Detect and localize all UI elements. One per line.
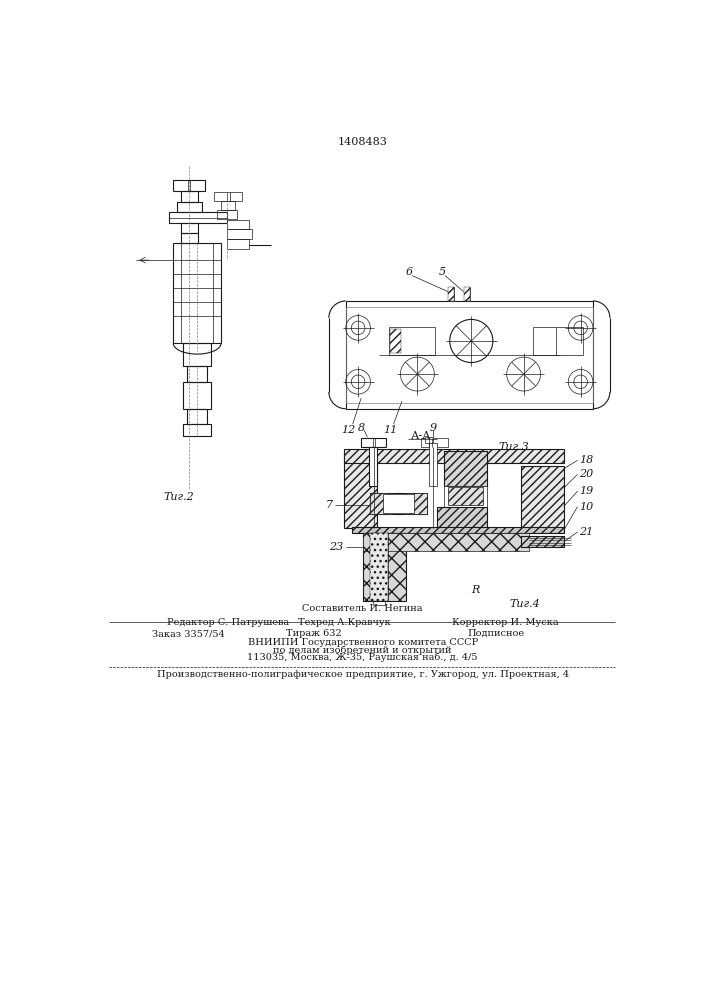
Bar bbox=[425, 437, 433, 443]
Text: Заказ 3357/54: Заказ 3357/54 bbox=[152, 629, 225, 638]
Bar bbox=[363, 533, 406, 601]
Text: ВНИИПИ Государственного комитета СССР: ВНИИПИ Государственного комитета СССР bbox=[247, 638, 478, 647]
Bar bbox=[227, 220, 249, 229]
Bar bbox=[346, 301, 593, 409]
Bar bbox=[370, 493, 393, 514]
Bar bbox=[370, 493, 428, 514]
Bar bbox=[533, 327, 583, 355]
Text: 1408483: 1408483 bbox=[338, 137, 387, 147]
Bar bbox=[437, 507, 486, 530]
Text: Τиг.3: Τиг.3 bbox=[498, 442, 529, 452]
Bar bbox=[227, 239, 249, 249]
Text: Тираж 632: Тираж 632 bbox=[286, 629, 341, 638]
Bar bbox=[363, 533, 529, 551]
Text: Производственно-полиграфическое предприятие, г. Ужгород, ул. Проектная, 4: Производственно-полиграфическое предприя… bbox=[157, 670, 569, 679]
Text: Корректор И. Муска: Корректор И. Муска bbox=[452, 618, 559, 627]
Bar bbox=[521, 536, 563, 547]
Bar bbox=[444, 451, 486, 486]
Bar bbox=[389, 327, 435, 355]
Bar bbox=[217, 210, 238, 219]
Text: 113035, Москва, Ж-35, Раушская наб., д. 4/5: 113035, Москва, Ж-35, Раушская наб., д. … bbox=[247, 653, 478, 662]
Bar bbox=[183, 424, 211, 436]
Bar bbox=[464, 287, 469, 301]
Bar bbox=[187, 409, 207, 424]
Bar bbox=[370, 533, 388, 601]
Bar bbox=[183, 343, 211, 366]
Bar bbox=[363, 533, 406, 601]
Bar bbox=[177, 202, 201, 212]
Bar bbox=[448, 287, 455, 301]
Bar bbox=[429, 443, 437, 486]
Bar bbox=[183, 382, 211, 409]
Bar bbox=[221, 201, 235, 210]
Bar bbox=[173, 180, 205, 191]
Text: 8: 8 bbox=[358, 423, 365, 433]
Bar bbox=[373, 601, 385, 605]
Text: 18: 18 bbox=[579, 455, 593, 465]
Bar bbox=[352, 527, 563, 533]
Bar bbox=[352, 527, 563, 533]
Bar bbox=[437, 507, 486, 530]
Bar bbox=[344, 449, 563, 463]
Text: 7: 7 bbox=[325, 500, 332, 510]
Text: по делам изобретений и открытий: по делам изобретений и открытий bbox=[274, 645, 452, 655]
Text: 23: 23 bbox=[329, 542, 344, 552]
Text: 12: 12 bbox=[341, 425, 355, 435]
Bar bbox=[173, 243, 221, 343]
Text: R: R bbox=[471, 585, 479, 595]
Bar bbox=[390, 329, 402, 353]
Bar bbox=[214, 192, 242, 201]
Bar bbox=[444, 486, 486, 507]
Text: 9: 9 bbox=[429, 423, 436, 433]
Bar bbox=[346, 307, 593, 403]
Bar bbox=[369, 447, 377, 486]
Bar bbox=[170, 212, 227, 223]
Bar bbox=[464, 287, 469, 301]
Bar bbox=[382, 494, 414, 513]
Bar bbox=[181, 233, 198, 243]
Bar bbox=[421, 438, 448, 447]
Text: Техред А.Кравчук: Техред А.Кравчук bbox=[298, 618, 391, 627]
Text: Составитель И. Негина: Составитель И. Негина bbox=[303, 604, 423, 613]
Bar bbox=[181, 223, 198, 233]
Text: 11: 11 bbox=[383, 425, 397, 435]
Text: 21: 21 bbox=[579, 527, 593, 537]
Text: 20: 20 bbox=[579, 469, 593, 479]
Bar bbox=[181, 191, 198, 202]
Bar bbox=[370, 533, 388, 601]
Text: Редактор С. Патрушева: Редактор С. Патрушева bbox=[167, 618, 289, 627]
Text: Подписное: Подписное bbox=[467, 629, 525, 638]
Bar bbox=[187, 366, 207, 382]
Text: Τиг.2: Τиг.2 bbox=[163, 492, 194, 502]
Bar bbox=[521, 466, 563, 528]
Text: 5: 5 bbox=[439, 267, 446, 277]
Bar bbox=[361, 438, 386, 447]
Text: 19: 19 bbox=[579, 486, 593, 496]
Bar bbox=[227, 229, 252, 239]
Text: 6: 6 bbox=[406, 267, 414, 277]
Text: Τиг.4: Τиг.4 bbox=[510, 599, 541, 609]
Bar bbox=[521, 536, 563, 547]
Bar bbox=[344, 451, 377, 528]
Bar bbox=[448, 287, 455, 301]
Text: А-А: А-А bbox=[411, 431, 431, 441]
Bar bbox=[404, 493, 428, 514]
Text: 10: 10 bbox=[579, 502, 593, 512]
Bar bbox=[448, 487, 483, 505]
Bar bbox=[444, 451, 486, 486]
